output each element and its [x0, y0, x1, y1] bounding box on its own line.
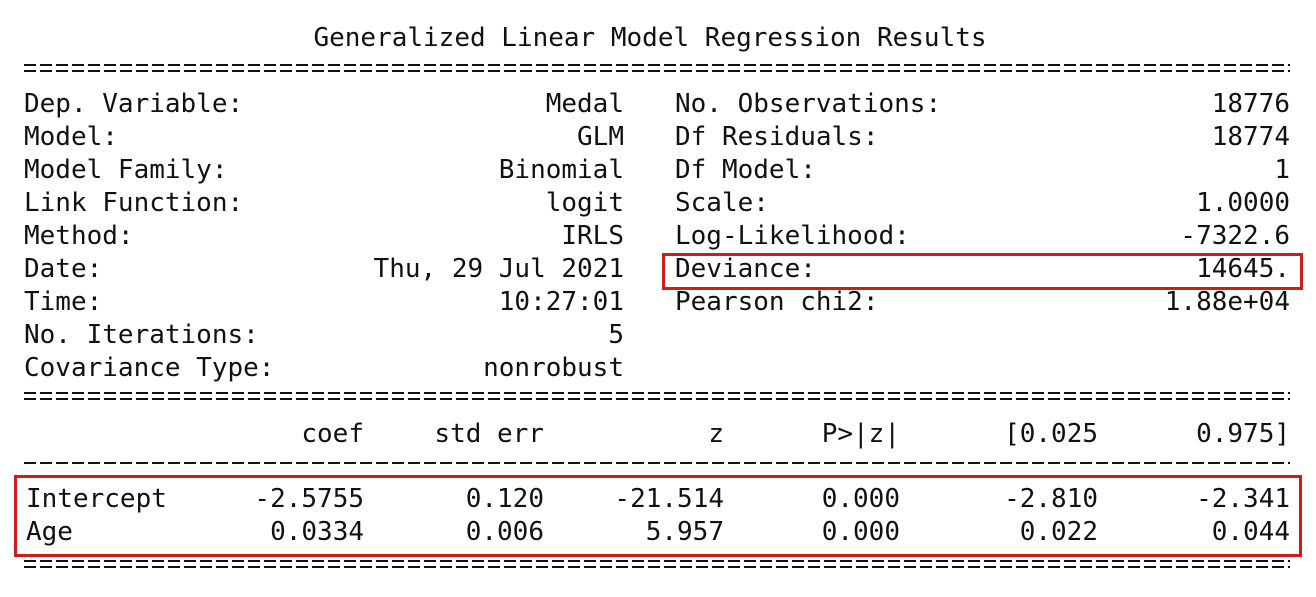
left-info-value: nonrobust: [483, 353, 624, 383]
std-err-cell: 0.120: [465, 484, 544, 514]
left-info-label: Model:: [24, 122, 118, 152]
right-info-value: 18774: [1211, 122, 1290, 152]
left-info-value: 10:27:01: [498, 287, 624, 317]
right-info-value: -7322.6: [1180, 221, 1290, 251]
left-info-value: Thu, 29 Jul 2021: [373, 254, 624, 284]
coef-cell: 0.0334: [270, 517, 364, 547]
left-info-label: Method:: [24, 221, 134, 251]
left-info-label: Model Family:: [24, 155, 228, 185]
coef-header: coef: [301, 419, 364, 449]
left-info-label: Link Function:: [24, 188, 244, 218]
double-rule-bottom: [24, 560, 1290, 568]
z-cell: -21.514: [614, 484, 724, 514]
right-info-value: 18776: [1211, 89, 1290, 119]
ci-low-cell: -2.810: [1004, 484, 1098, 514]
double-rule-top: [24, 64, 1290, 72]
coef-rows-highlight-box: [14, 475, 1302, 557]
left-info-value: Medal: [545, 89, 624, 119]
coef-header: [0.025: [1004, 419, 1098, 449]
coef-cell: -2.5755: [254, 484, 364, 514]
right-info-label: Log-Likelihood:: [675, 221, 910, 251]
left-info-value: IRLS: [561, 221, 624, 251]
right-info-label: Scale:: [675, 188, 769, 218]
p-value-cell: 0.000: [821, 484, 900, 514]
left-info-value: 5: [608, 320, 624, 350]
deviance-label: Deviance:: [675, 254, 816, 284]
coef-header: 0.975]: [1196, 419, 1290, 449]
right-info-label: No. Observations:: [675, 89, 942, 119]
right-info-label: Df Model:: [675, 155, 816, 185]
left-info-label: Covariance Type:: [24, 353, 275, 383]
left-info-label: Time:: [24, 287, 103, 317]
right-info-label: Df Residuals:: [675, 122, 879, 152]
left-info-label: Date:: [24, 254, 103, 284]
right-info-label: Pearson chi2:: [675, 287, 879, 317]
left-info-value: Binomial: [498, 155, 624, 185]
ci-high-cell: -2.341: [1196, 484, 1290, 514]
right-info-value: 1.88e+04: [1164, 287, 1290, 317]
deviance-highlight-box: [662, 253, 1303, 290]
double-rule-middle: [24, 392, 1290, 400]
ci-high-cell: 0.044: [1211, 517, 1290, 547]
coef-header: std err: [434, 419, 544, 449]
single-rule: [24, 462, 1290, 464]
row-name: Age: [26, 517, 73, 547]
left-info-value: logit: [545, 188, 624, 218]
left-info-label: Dep. Variable:: [24, 89, 244, 119]
left-info-label: No. Iterations:: [24, 320, 259, 350]
deviance-value: 14645.: [1196, 254, 1290, 284]
coef-header: P>|z|: [821, 419, 900, 449]
coef-header: z: [708, 419, 724, 449]
std-err-cell: 0.006: [465, 517, 544, 547]
row-name: Intercept: [26, 484, 167, 514]
ci-low-cell: 0.022: [1019, 517, 1098, 547]
right-info-value: 1.0000: [1196, 188, 1290, 218]
left-info-value: GLM: [577, 122, 624, 152]
z-cell: 5.957: [645, 517, 724, 547]
report-title: Generalized Linear Model Regression Resu…: [313, 23, 987, 53]
p-value-cell: 0.000: [821, 517, 900, 547]
right-info-value: 1: [1274, 155, 1290, 185]
